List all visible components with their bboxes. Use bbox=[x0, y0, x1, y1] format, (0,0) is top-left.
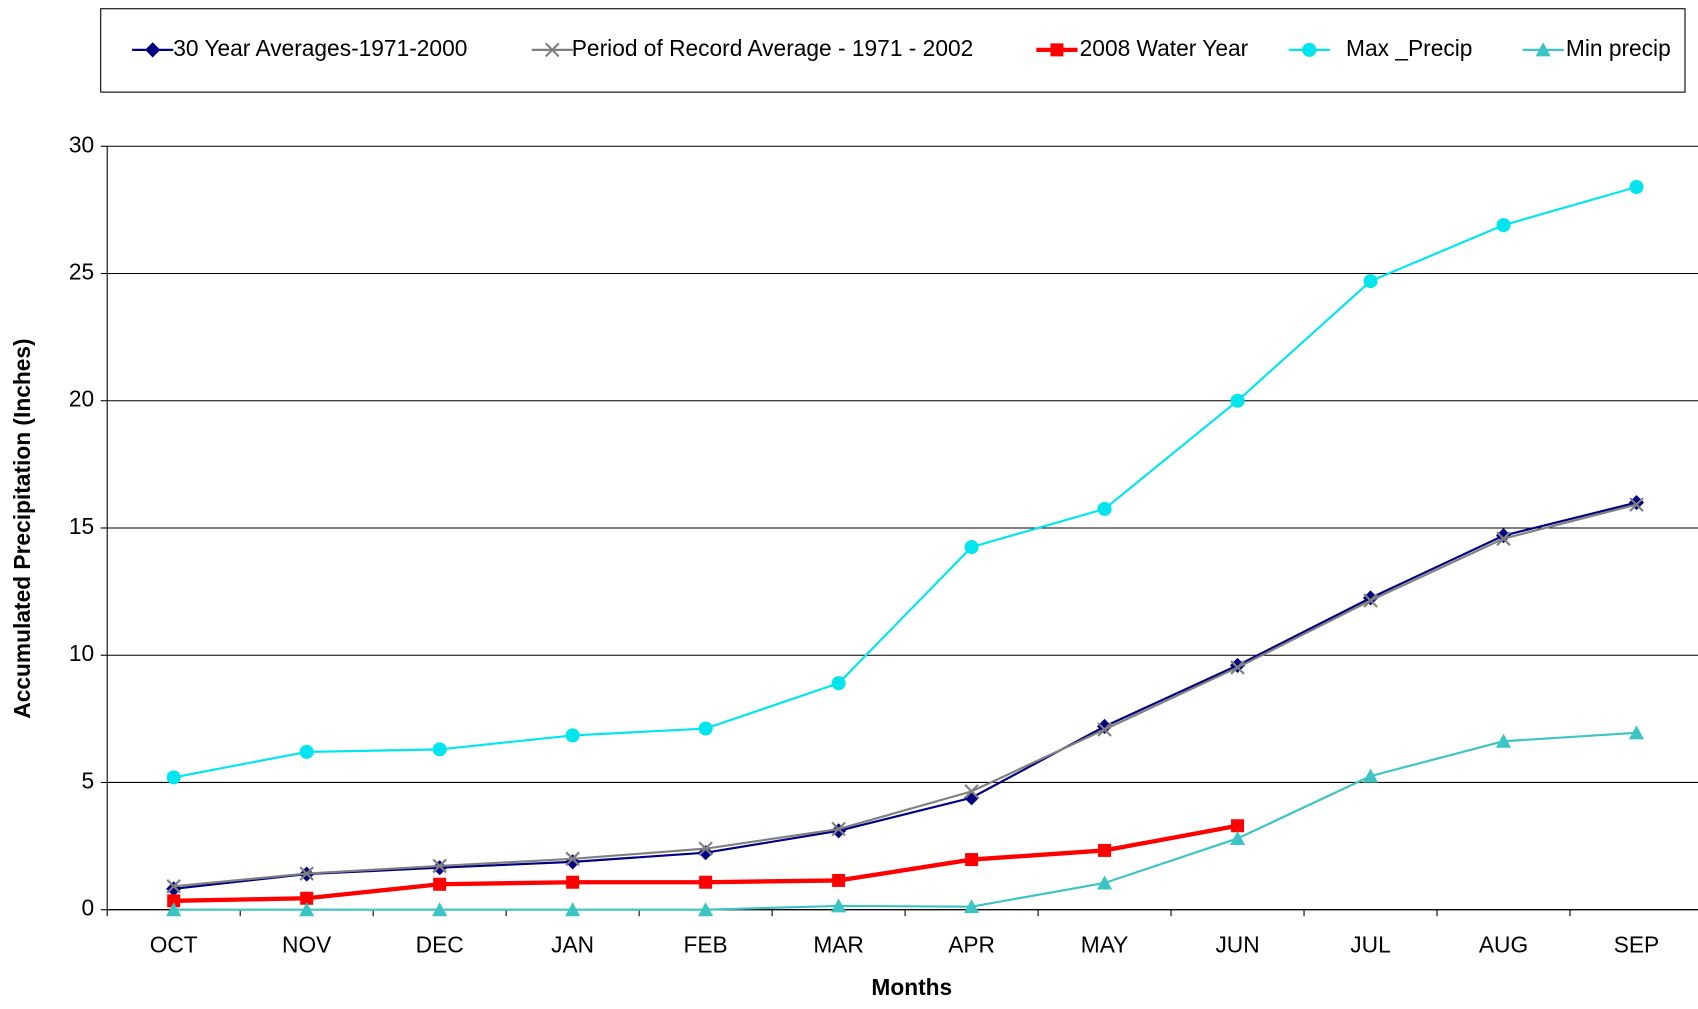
marker bbox=[699, 875, 713, 889]
marker bbox=[1496, 218, 1511, 233]
marker bbox=[1628, 494, 1645, 511]
marker bbox=[1230, 393, 1245, 408]
y-tick-label: 0 bbox=[82, 895, 95, 921]
marker bbox=[1097, 722, 1112, 737]
x-tick-label: JUN bbox=[1215, 932, 1259, 958]
legend-marker bbox=[145, 42, 161, 58]
marker bbox=[1629, 497, 1644, 512]
x-tick-label: NOV bbox=[282, 932, 332, 958]
marker bbox=[300, 891, 314, 905]
y-tick-label: 15 bbox=[69, 513, 94, 539]
marker bbox=[1495, 733, 1512, 748]
x-tick-label: SEP bbox=[1614, 932, 1660, 958]
legend-marker bbox=[1050, 43, 1064, 57]
y-tick-label: 5 bbox=[82, 767, 95, 793]
legend-label: 2008 Water Year bbox=[1080, 35, 1249, 61]
marker bbox=[1363, 593, 1378, 608]
marker bbox=[1096, 875, 1113, 890]
x-tick-label: DEC bbox=[416, 932, 464, 958]
x-tick-label: AUG bbox=[1479, 932, 1528, 958]
marker bbox=[166, 770, 181, 785]
x-tick-label: OCT bbox=[150, 932, 198, 958]
series-line bbox=[173, 731, 1637, 911]
marker bbox=[831, 898, 847, 913]
marker bbox=[1097, 501, 1112, 516]
marker bbox=[167, 894, 181, 908]
y-tick-label: 25 bbox=[69, 259, 94, 285]
marker bbox=[166, 879, 181, 894]
series-line bbox=[173, 503, 1637, 888]
legend-box bbox=[100, 8, 1686, 93]
marker bbox=[1628, 725, 1645, 740]
marker bbox=[964, 899, 980, 914]
series-line bbox=[173, 185, 1637, 779]
legend-marker bbox=[1302, 42, 1317, 57]
legend-label: Period of Record Average - 1971 - 2002 bbox=[572, 35, 973, 61]
y-tick-label: 20 bbox=[69, 386, 94, 412]
marker bbox=[831, 821, 846, 837]
legend-marker bbox=[545, 42, 560, 58]
marker bbox=[299, 866, 314, 881]
x-tick-label: JAN bbox=[551, 932, 594, 958]
marker bbox=[1098, 843, 1112, 857]
marker bbox=[1363, 274, 1378, 289]
marker bbox=[698, 841, 713, 856]
marker bbox=[1230, 660, 1245, 675]
marker bbox=[299, 902, 315, 917]
marker bbox=[1496, 531, 1511, 546]
x-tick-label: FEB bbox=[684, 932, 728, 958]
y-axis-label: Accumulated Precipitation (Inches) bbox=[9, 338, 35, 718]
x-tick-label: JUL bbox=[1350, 932, 1390, 958]
marker bbox=[565, 851, 580, 867]
marker bbox=[432, 902, 448, 917]
marker bbox=[1629, 179, 1644, 195]
marker bbox=[964, 540, 979, 555]
x-axis-label: Months bbox=[871, 974, 952, 1000]
marker bbox=[565, 854, 581, 870]
marker bbox=[698, 902, 714, 917]
x-tick-label: APR bbox=[948, 932, 995, 958]
series-line bbox=[173, 501, 1637, 890]
marker bbox=[565, 902, 581, 917]
marker bbox=[432, 742, 447, 757]
marker bbox=[698, 721, 713, 736]
legend-label: 30 Year Averages-1971-2000 bbox=[173, 35, 467, 61]
marker bbox=[965, 853, 979, 867]
marker bbox=[565, 728, 580, 743]
y-tick-label: 30 bbox=[69, 131, 94, 157]
marker bbox=[166, 881, 182, 897]
legend-label: Min precip bbox=[1566, 35, 1671, 61]
marker bbox=[832, 873, 846, 887]
marker bbox=[166, 902, 182, 917]
x-tick-label: MAY bbox=[1081, 932, 1129, 958]
marker bbox=[964, 784, 979, 799]
marker bbox=[831, 676, 846, 691]
y-tick-label: 10 bbox=[69, 640, 94, 666]
marker bbox=[432, 860, 448, 876]
marker bbox=[433, 877, 447, 891]
x-tick-label: MAR bbox=[813, 932, 864, 958]
marker bbox=[432, 858, 447, 874]
legend-marker bbox=[1535, 42, 1551, 57]
marker bbox=[1362, 768, 1379, 783]
legend-label: Max _Precip bbox=[1346, 35, 1472, 61]
marker bbox=[1229, 830, 1246, 845]
series-line bbox=[173, 823, 1238, 903]
marker bbox=[299, 744, 314, 759]
marker bbox=[566, 875, 580, 889]
marker bbox=[1231, 819, 1245, 833]
